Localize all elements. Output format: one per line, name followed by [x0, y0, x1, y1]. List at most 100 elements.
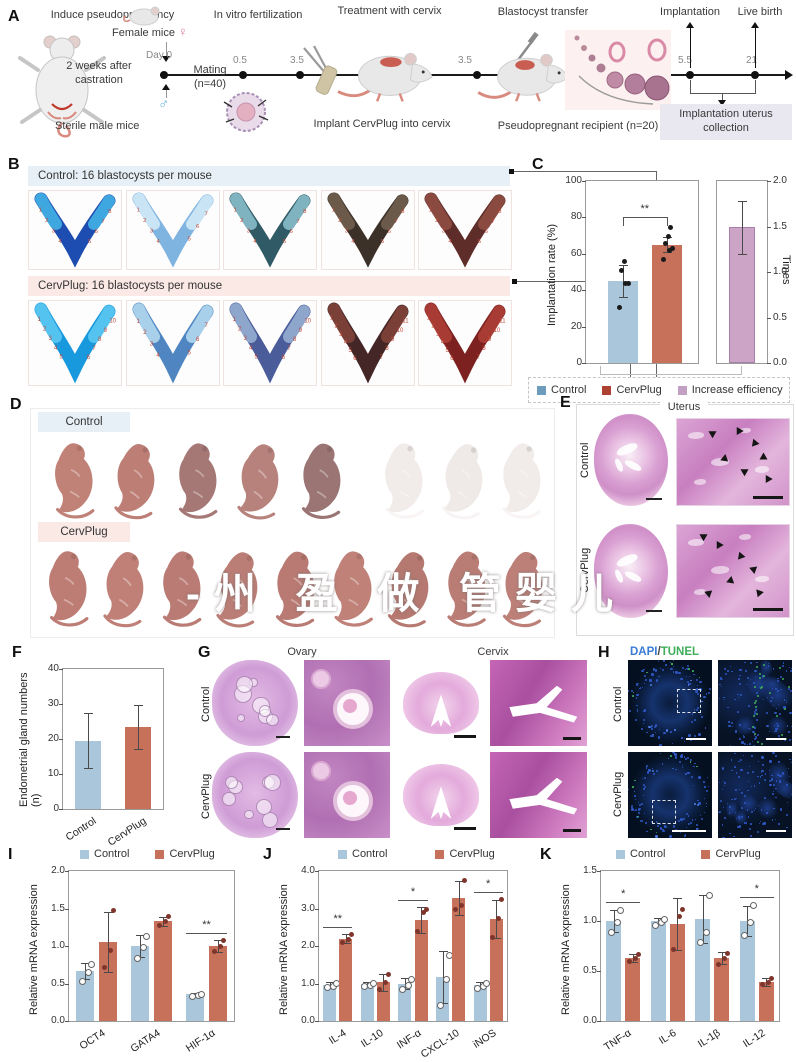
arrowhead-marker	[706, 428, 717, 439]
nucleus-speckle	[743, 801, 746, 804]
uterus-image: 1 2 3 4 5 6 7 8 9 10 11	[320, 300, 415, 386]
nucleus-speckle	[636, 704, 638, 707]
nucleus-speckle	[670, 731, 672, 733]
panel-g-label: G	[198, 644, 211, 661]
roi-box	[651, 800, 676, 825]
nucleus-speckle	[734, 812, 736, 814]
b-control-connector-node	[509, 169, 514, 174]
nucleus-speckle	[756, 831, 759, 834]
nucleus-speckle	[723, 668, 727, 671]
nucleus-speckle	[662, 660, 666, 662]
nucleus-speckle	[701, 716, 703, 718]
nucleus-speckle	[665, 729, 669, 732]
nucleus-speckle	[693, 765, 695, 767]
nucleus-speckle	[791, 725, 792, 727]
nucleus-speckle	[696, 804, 699, 807]
nucleus-speckle	[760, 820, 762, 822]
nucleus-speckle	[687, 664, 690, 668]
pup-shape	[49, 551, 89, 627]
lumen-shape	[623, 457, 643, 473]
j-plot: 0.0 1.0 2.0 3.0 4.0 IL-4 ** IL-10 INF-α * CXCL-10 i…	[301, 865, 508, 1061]
y-tick-mark	[59, 809, 63, 810]
nucleus-speckle	[724, 699, 726, 701]
svg-text:8: 8	[293, 336, 297, 343]
tunel-speckle	[692, 670, 694, 672]
nucleus-speckle	[662, 828, 664, 831]
nucleus-speckle	[698, 776, 701, 779]
tunel-speckle	[769, 691, 772, 694]
nucleus-speckle	[746, 809, 749, 811]
i-legend: Control CervPlug	[80, 848, 215, 860]
nucleus-speckle	[718, 782, 720, 784]
nucleus-speckle	[736, 798, 738, 800]
pup-image	[102, 433, 161, 526]
y-tick-mark	[65, 908, 69, 910]
error-cap	[103, 912, 113, 914]
error-cap	[417, 906, 427, 908]
nucleus-speckle	[681, 764, 684, 766]
svg-text:7: 7	[394, 219, 397, 225]
nucleus-speckle	[768, 662, 770, 664]
nucleus-speckle	[787, 767, 790, 770]
nucleus-speckle	[642, 709, 645, 712]
implant-cervplug-label: Implant CervPlug into cervix	[313, 118, 451, 130]
nucleus-speckle	[635, 683, 639, 686]
nucleus-speckle	[737, 825, 740, 829]
nucleus-speckle	[672, 767, 674, 769]
arrow-up-implantation	[686, 22, 694, 28]
svg-text:3: 3	[149, 340, 153, 347]
y-tick-label: 1.0	[51, 940, 65, 951]
b-control-header: Control: 16 blastocysts per mouse	[28, 166, 510, 186]
svg-text:3: 3	[442, 228, 446, 234]
follicle	[235, 675, 253, 693]
nucleus-speckle	[729, 806, 731, 808]
nucleus-speckle	[636, 693, 639, 697]
svg-text:1: 1	[39, 207, 42, 213]
nucleus-speckle	[790, 794, 792, 796]
nucleus-speckle	[734, 752, 737, 755]
data-point	[483, 979, 491, 987]
cervplug-swatch	[155, 849, 165, 859]
nucleus-speckle	[760, 772, 762, 774]
nucleus-speckle	[634, 808, 637, 811]
bar	[452, 898, 466, 1021]
scale-bar	[563, 829, 581, 832]
svg-text:3: 3	[344, 228, 348, 234]
data-point	[621, 259, 627, 265]
nucleus-speckle	[693, 784, 695, 786]
data-point	[386, 972, 392, 978]
nucleus-speckle	[721, 767, 724, 770]
nucleus-speckle	[774, 818, 777, 821]
y-tick-mark	[59, 669, 63, 670]
male-symbol: ♂	[158, 96, 170, 113]
y-tick-label: 2.0	[301, 940, 315, 951]
nucleus-speckle	[769, 699, 772, 703]
error-cap	[341, 943, 351, 944]
nucleus-speckle	[743, 743, 745, 745]
svg-text:9: 9	[299, 327, 303, 334]
pup-shape	[502, 551, 543, 628]
nucleus-speckle	[643, 785, 647, 789]
nucleus-speckle	[684, 834, 686, 837]
g-cervplug-cervix-zoom	[490, 752, 587, 838]
y-tick-mark	[767, 226, 771, 228]
nucleus-speckle	[633, 795, 636, 798]
arrowhead-marker	[725, 575, 735, 586]
j-legend-cervplug: CervPlug	[435, 848, 495, 860]
nucleus-speckle	[773, 807, 775, 810]
nucleus-speckle	[755, 675, 757, 677]
nucleus-speckle	[727, 706, 730, 709]
bar	[606, 921, 622, 1021]
y-tick-label: 0	[53, 803, 59, 814]
error-cap	[492, 900, 502, 902]
nucleus-speckle	[722, 781, 724, 783]
nucleus-speckle	[759, 776, 762, 778]
c-legend-cervplug-label: CervPlug	[616, 384, 662, 396]
nucleus-speckle	[777, 774, 779, 776]
arrow-up-male	[162, 84, 170, 90]
timeline-dot-05	[239, 71, 247, 79]
nucleus-speckle	[673, 660, 675, 661]
nucleus-speckle	[690, 740, 692, 742]
e-title: Uterus	[576, 397, 792, 415]
